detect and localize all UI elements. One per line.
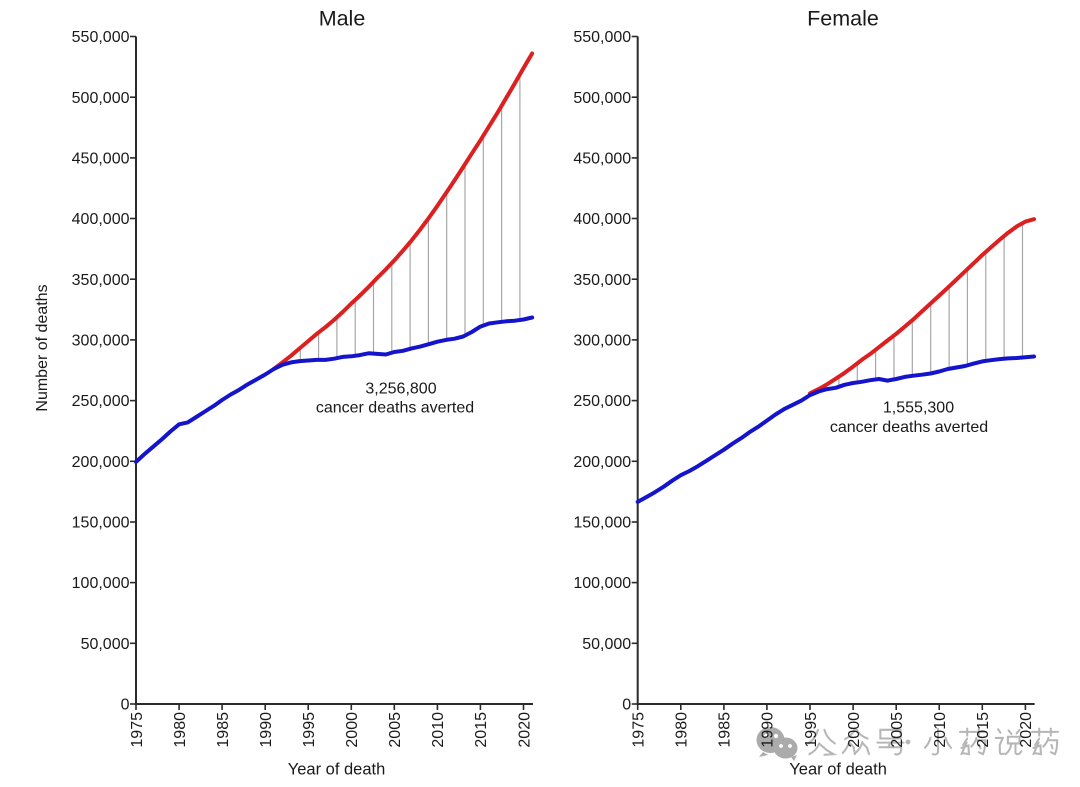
svg-text:2020: 2020	[1018, 712, 1035, 748]
svg-text:1985: 1985	[717, 712, 734, 748]
svg-text:2000: 2000	[846, 712, 863, 748]
svg-text:Year of death: Year of death	[288, 761, 386, 779]
svg-text:Number of deaths: Number of deaths	[34, 284, 51, 411]
svg-text:2015: 2015	[975, 712, 992, 748]
svg-text:400,000: 400,000	[573, 211, 631, 228]
svg-text:1995: 1995	[301, 712, 318, 748]
svg-text:cancer deaths averted: cancer deaths averted	[830, 419, 988, 436]
svg-text:1980: 1980	[172, 712, 189, 748]
svg-text:1,555,300: 1,555,300	[883, 400, 954, 417]
svg-text:1975: 1975	[631, 712, 648, 748]
svg-text:3,256,800: 3,256,800	[365, 381, 436, 398]
svg-text:450,000: 450,000	[72, 151, 130, 168]
svg-text:100,000: 100,000	[573, 575, 631, 592]
svg-text:0: 0	[622, 697, 631, 714]
svg-text:Year of death: Year of death	[789, 761, 887, 779]
svg-text:250,000: 250,000	[573, 393, 631, 410]
svg-text:0: 0	[121, 697, 130, 714]
svg-text:150,000: 150,000	[573, 515, 631, 532]
svg-text:2020: 2020	[516, 712, 533, 748]
svg-text:550,000: 550,000	[72, 29, 130, 46]
svg-text:1990: 1990	[760, 712, 777, 748]
svg-text:1990: 1990	[258, 712, 275, 748]
svg-text:2000: 2000	[344, 712, 361, 748]
svg-text:400,000: 400,000	[72, 211, 130, 228]
svg-text:300,000: 300,000	[573, 333, 631, 350]
svg-text:500,000: 500,000	[72, 90, 130, 107]
svg-text:Female: Female	[807, 7, 879, 31]
svg-text:1985: 1985	[215, 712, 232, 748]
svg-text:Male: Male	[319, 7, 366, 31]
svg-text:300,000: 300,000	[72, 333, 130, 350]
svg-text:2010: 2010	[430, 712, 447, 748]
svg-text:2005: 2005	[387, 712, 404, 748]
svg-text:cancer deaths averted: cancer deaths averted	[316, 399, 474, 416]
svg-text:50,000: 50,000	[582, 636, 631, 653]
svg-text:550,000: 550,000	[573, 29, 631, 46]
svg-text:2010: 2010	[932, 712, 949, 748]
svg-text:200,000: 200,000	[72, 454, 130, 471]
svg-text:2015: 2015	[473, 712, 490, 748]
svg-text:1975: 1975	[129, 712, 146, 748]
svg-text:150,000: 150,000	[72, 515, 130, 532]
svg-text:2005: 2005	[889, 712, 906, 748]
svg-text:500,000: 500,000	[573, 90, 631, 107]
svg-text:250,000: 250,000	[72, 393, 130, 410]
svg-text:1980: 1980	[674, 712, 691, 748]
svg-text:450,000: 450,000	[573, 151, 631, 168]
svg-text:1995: 1995	[803, 712, 820, 748]
svg-text:100,000: 100,000	[72, 575, 130, 592]
svg-text:50,000: 50,000	[81, 636, 130, 653]
svg-text:350,000: 350,000	[573, 272, 631, 289]
svg-text:350,000: 350,000	[72, 272, 130, 289]
svg-text:200,000: 200,000	[573, 454, 631, 471]
